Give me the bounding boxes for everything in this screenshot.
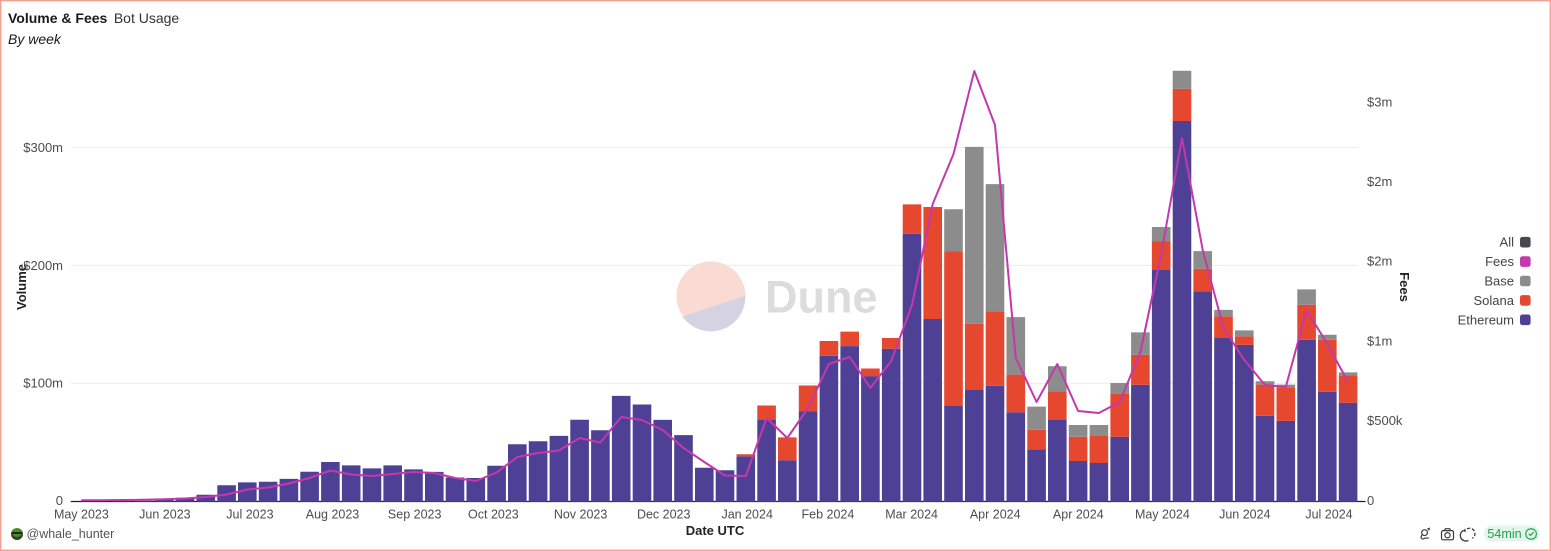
svg-text:Solana: Solana xyxy=(1474,293,1515,308)
svg-text:54min: 54min xyxy=(1487,527,1521,541)
svg-text:Base: Base xyxy=(1484,274,1514,289)
svg-text:Dune: Dune xyxy=(765,272,878,323)
svg-text:May 2023: May 2023 xyxy=(54,508,109,522)
svg-text:$300m: $300m xyxy=(23,140,63,155)
svg-text:Jun 2024: Jun 2024 xyxy=(1219,508,1270,522)
svg-text:$2m: $2m xyxy=(1367,254,1392,269)
svg-text:Feb 2024: Feb 2024 xyxy=(801,508,854,522)
svg-text:$3m: $3m xyxy=(1367,95,1392,110)
svg-text:Jul 2023: Jul 2023 xyxy=(226,508,273,522)
svg-text:$200m: $200m xyxy=(23,258,63,273)
svg-text:Dec 2023: Dec 2023 xyxy=(637,508,691,522)
svg-text:Sep 2023: Sep 2023 xyxy=(388,508,442,522)
svg-text:$500k: $500k xyxy=(1367,413,1403,428)
svg-text:$2m: $2m xyxy=(1367,174,1392,189)
svg-text:$1m: $1m xyxy=(1367,333,1392,348)
svg-text:Ethereum: Ethereum xyxy=(1458,312,1514,327)
svg-text:Jul 2024: Jul 2024 xyxy=(1305,508,1352,522)
svg-text:Oct 2023: Oct 2023 xyxy=(468,508,519,522)
svg-text:Fees: Fees xyxy=(1397,272,1412,302)
svg-text:$100m: $100m xyxy=(23,376,63,391)
svg-text:0: 0 xyxy=(56,493,63,508)
svg-text:Apr 2024: Apr 2024 xyxy=(970,508,1021,522)
svg-text:0: 0 xyxy=(1367,493,1374,508)
svg-text:May 2024: May 2024 xyxy=(1135,508,1190,522)
svg-text:Apr 2024: Apr 2024 xyxy=(1053,508,1104,522)
svg-text:@whale_hunter: @whale_hunter xyxy=(27,527,115,541)
svg-text:Jun 2023: Jun 2023 xyxy=(139,508,190,522)
svg-text:All: All xyxy=(1500,235,1515,250)
svg-text:Fees: Fees xyxy=(1485,254,1514,269)
svg-text:Mar 2024: Mar 2024 xyxy=(885,508,938,522)
svg-text:Date UTC: Date UTC xyxy=(686,523,745,538)
svg-text:Aug 2023: Aug 2023 xyxy=(306,508,360,522)
svg-text:Jan 2024: Jan 2024 xyxy=(721,508,772,522)
svg-text:Nov 2023: Nov 2023 xyxy=(554,508,608,522)
svg-text:Volume: Volume xyxy=(14,264,29,310)
